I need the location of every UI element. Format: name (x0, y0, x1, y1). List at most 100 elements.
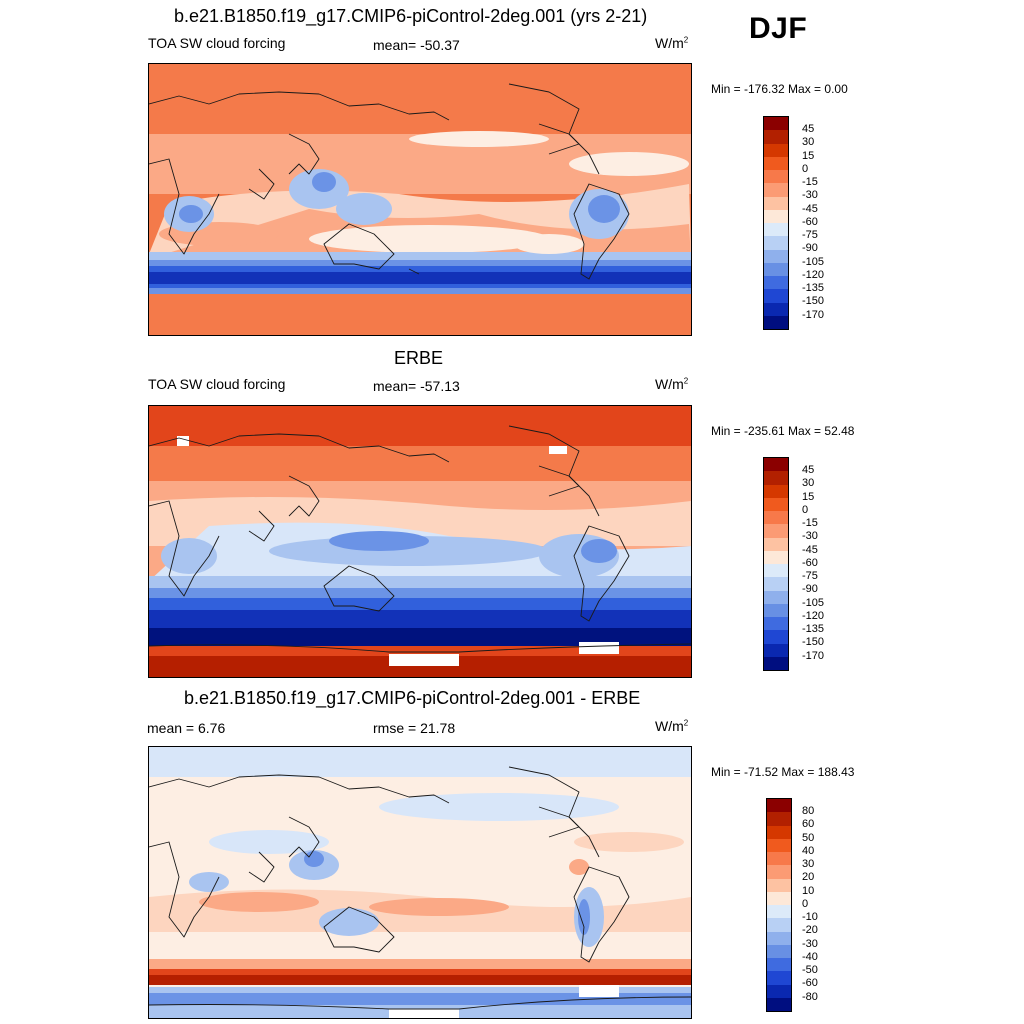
panel3-tick: 40 (802, 845, 815, 857)
panel3-tick: 60 (802, 818, 815, 830)
colorbar-color-box (764, 117, 788, 131)
panel1-mean-label: mean= -50.37 (373, 37, 460, 53)
colorbar-color-box (764, 630, 788, 644)
panel2-tick: -75 (802, 570, 818, 582)
panel2-tick: -150 (802, 636, 825, 648)
panel2-variable-label: TOA SW cloud forcing (148, 376, 286, 392)
panel1-tick: -45 (802, 203, 818, 215)
colorbar-color-box (764, 603, 788, 617)
colorbar-color-box (764, 170, 788, 184)
colorbar-color-box (764, 564, 788, 578)
colorbar-color-box (767, 997, 791, 1011)
colorbar-color-box (764, 196, 788, 210)
panel1-title: b.e21.B1850.f19_g17.CMIP6-piControl-2deg… (174, 6, 648, 26)
colorbar-color-box (764, 315, 788, 329)
colorbar-color-box (767, 971, 791, 985)
panel1-tick: 0 (802, 163, 809, 175)
colorbar-color-box (767, 878, 791, 892)
colorbar-color-box (764, 289, 788, 303)
colorbar-color-box (764, 223, 788, 237)
panel2-map-field (149, 406, 691, 677)
panel1-colorbar-swatch (764, 117, 788, 329)
panel2-colorbar-swatch (764, 458, 788, 670)
colorbar-color-box (764, 537, 788, 551)
panel1-tick: -120 (802, 269, 825, 281)
panel3-title: b.e21.B1850.f19_g17.CMIP6-piControl-2deg… (184, 688, 641, 708)
panel3-tick: -50 (802, 964, 818, 976)
panel1-variable-label: TOA SW cloud forcing (148, 35, 286, 51)
panel2-tick: 0 (802, 504, 809, 516)
colorbar-color-box (764, 262, 788, 276)
panel1-tick: -75 (802, 229, 818, 241)
panel3-colorbar-ticks: 80 60 50 40 30 20 10 0 -10 -20 -30 -40 -… (802, 798, 862, 1010)
colorbar-color-box (764, 276, 788, 290)
colorbar-color-box (764, 643, 788, 657)
panel2-colorbar-ticks: 45 30 15 0 -15 -30 -45 -60 -75 -90 -105 … (802, 457, 862, 669)
panel3-tick: 10 (802, 885, 815, 897)
panel2-mean-label: mean= -57.13 (373, 378, 460, 394)
panel1-tick: -60 (802, 216, 818, 228)
panel3-tick: -20 (802, 924, 818, 936)
colorbar-color-box (767, 865, 791, 879)
panel3-tick: 30 (802, 858, 815, 870)
colorbar-color-box (764, 484, 788, 498)
colorbar-color-box (767, 958, 791, 972)
colorbar-color-box (767, 812, 791, 826)
panel1-tick: -90 (802, 242, 818, 254)
panel1-tick: -30 (802, 189, 818, 201)
panel2-tick: 45 (802, 464, 815, 476)
colorbar-color-box (767, 838, 791, 852)
colorbar-color-box (767, 891, 791, 905)
panel3-units: W/m2 (655, 718, 689, 734)
panel3-tick: -10 (802, 911, 818, 923)
panel3-rmse-label: rmse = 21.78 (373, 720, 456, 736)
panel2-tick: -30 (802, 530, 818, 542)
colorbar-color-box (767, 825, 791, 839)
panel1-tick: 30 (802, 136, 815, 148)
panel3-tick: -80 (802, 991, 818, 1003)
panel3-colorbar (766, 798, 792, 1012)
panel1-tick: -135 (802, 282, 825, 294)
panel3-tick: -30 (802, 938, 818, 950)
panel1-colorbar (763, 116, 789, 330)
colorbar-color-box (767, 984, 791, 998)
panel3-map (148, 746, 692, 1019)
colorbar-color-box (764, 524, 788, 538)
colorbar-color-box (764, 617, 788, 631)
colorbar-color-box (764, 511, 788, 525)
panel3-tick: 0 (802, 898, 809, 910)
panel1-units: W/m2 (655, 35, 689, 51)
colorbar-color-box (764, 236, 788, 250)
panel3-minmax: Min = -71.52 Max = 188.43 (711, 765, 855, 779)
panel2-tick: -15 (802, 517, 818, 529)
colorbar-color-box (767, 918, 791, 932)
panel1-map-field (149, 64, 691, 335)
panel2-title: ERBE (394, 348, 444, 368)
panel3-tick: 80 (802, 805, 815, 817)
panel3-colorbar-swatch (767, 799, 791, 1011)
colorbar-color-box (764, 471, 788, 485)
panel1-map (148, 63, 692, 336)
colorbar-color-box (767, 931, 791, 945)
colorbar-color-box (764, 156, 788, 170)
panel3-tick: 20 (802, 871, 815, 883)
colorbar-color-box (764, 143, 788, 157)
colorbar-color-box (764, 497, 788, 511)
panel3-map-field (149, 747, 691, 1018)
panel3-tick: 50 (802, 832, 815, 844)
colorbar-color-box (764, 249, 788, 263)
panel3-tick: -60 (802, 977, 818, 989)
panel1-tick: -105 (802, 256, 825, 268)
panel2-tick: -170 (802, 650, 825, 662)
panel2-units: W/m2 (655, 376, 689, 392)
colorbar-color-box (764, 209, 788, 223)
colorbar-color-box (764, 550, 788, 564)
colorbar-color-box (767, 799, 791, 813)
colorbar-color-box (764, 183, 788, 197)
panel2-tick: -45 (802, 544, 818, 556)
panel2-tick: -105 (802, 597, 825, 609)
panel1-tick: -150 (802, 295, 825, 307)
colorbar-color-box (767, 852, 791, 866)
panel2-tick: -60 (802, 557, 818, 569)
panel1-tick: 45 (802, 123, 815, 135)
